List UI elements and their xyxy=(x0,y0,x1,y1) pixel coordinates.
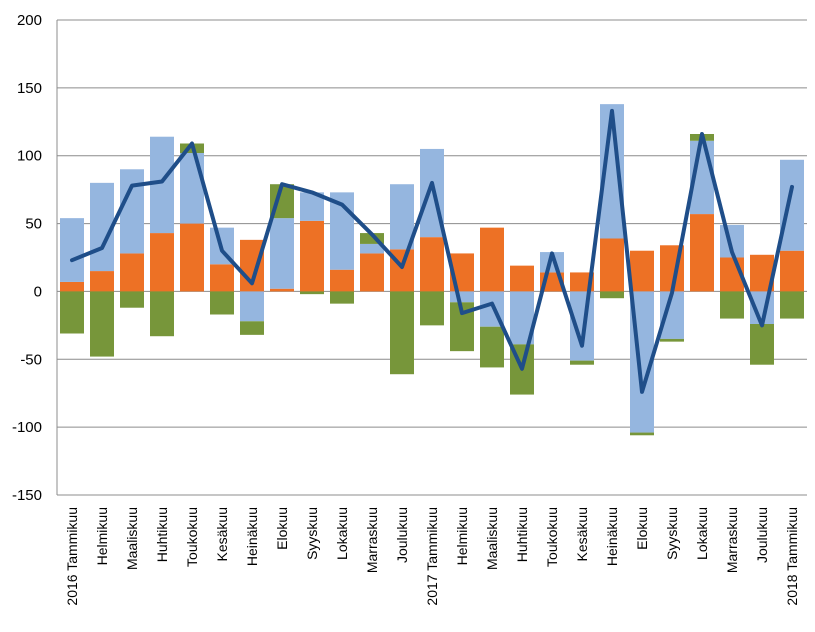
x-tick-label: Lokakuu xyxy=(694,507,710,560)
bar-series1-24 xyxy=(780,250,804,292)
y-tick-label: -50 xyxy=(20,351,42,368)
bar-series1-19 xyxy=(630,250,654,292)
x-tick-label: Marraskuu xyxy=(364,507,380,573)
y-tick-label: 150 xyxy=(17,80,42,97)
bar-series2-24 xyxy=(780,159,804,251)
bar-series3-14 xyxy=(480,326,504,368)
x-tick-label: Helmikuu xyxy=(94,507,110,565)
x-tick-label: Kesäkuu xyxy=(574,507,590,561)
bar-series2-0 xyxy=(60,218,84,282)
bar-series3-9 xyxy=(330,291,354,304)
bar-series2-10 xyxy=(360,243,384,254)
bar-series3-19 xyxy=(630,432,654,436)
bar-series3-22 xyxy=(720,291,744,319)
bar-series1-14 xyxy=(480,227,504,292)
bar-series1-21 xyxy=(690,214,714,292)
x-tick-label: Toukokuu xyxy=(184,507,200,567)
y-tick-label: 0 xyxy=(34,283,42,300)
bar-series1-15 xyxy=(510,265,534,292)
x-tick-label: Kesäkuu xyxy=(214,507,230,561)
bar-series3-18 xyxy=(600,291,624,299)
bar-series3-2 xyxy=(120,291,144,308)
x-tick-label: Syyskuu xyxy=(304,507,320,560)
bar-series3-1 xyxy=(90,291,114,357)
x-tick-label: Huhtikuu xyxy=(154,507,170,562)
bar-series3-8 xyxy=(300,291,324,295)
bar-series2-6 xyxy=(240,291,264,322)
bar-series2-11 xyxy=(390,184,414,250)
x-tick-label: Heinäkuu xyxy=(244,507,260,566)
x-tick-label: Syyskuu xyxy=(664,507,680,560)
bar-series3-11 xyxy=(390,291,414,375)
bar-series3-6 xyxy=(240,321,264,335)
bar-series3-5 xyxy=(210,291,234,315)
bar-series1-2 xyxy=(120,253,144,292)
bar-series1-7 xyxy=(270,288,294,292)
bar-series2-3 xyxy=(150,136,174,234)
bar-series3-20 xyxy=(660,338,684,342)
x-tick-label: Lokakuu xyxy=(334,507,350,560)
bar-series3-3 xyxy=(150,291,174,337)
y-tick-label: -100 xyxy=(12,419,42,436)
y-tick-label: 100 xyxy=(17,148,42,165)
bar-series2-4 xyxy=(180,153,204,224)
bar-series1-3 xyxy=(150,233,174,292)
x-tick-label: Elokuu xyxy=(274,507,290,550)
bar-series3-24 xyxy=(780,291,804,319)
bar-series3-23 xyxy=(750,324,774,365)
bar-series1-10 xyxy=(360,253,384,292)
bar-series3-0 xyxy=(60,291,84,334)
bar-series3-17 xyxy=(570,360,594,365)
x-tick-label: 2016 Tammikuu xyxy=(64,507,80,606)
bar-series1-0 xyxy=(60,281,84,292)
x-tick-label: Joulukuu xyxy=(754,507,770,563)
bar-series2-2 xyxy=(120,169,144,254)
bar-series1-5 xyxy=(210,264,234,292)
y-tick-label: -150 xyxy=(12,487,42,504)
line-series4 xyxy=(70,108,794,394)
x-tick-label: Helmikuu xyxy=(454,507,470,565)
x-tick-label: 2017 Tammikuu xyxy=(424,507,440,606)
bar-series2-13 xyxy=(450,291,474,303)
x-tick-label: Huhtikuu xyxy=(514,507,530,562)
bar-series1-9 xyxy=(330,269,354,292)
y-tick-label: 50 xyxy=(25,216,42,233)
x-tick-label: Marraskuu xyxy=(724,507,740,573)
bar-series3-10 xyxy=(360,233,384,244)
bar-series2-7 xyxy=(270,218,294,289)
x-tick-label: Joulukuu xyxy=(394,507,410,563)
bar-series1-1 xyxy=(90,271,114,292)
x-tick-label: Elokuu xyxy=(634,507,650,550)
y-tick-label: 200 xyxy=(17,12,42,29)
bar-series1-4 xyxy=(180,223,204,292)
bar-series1-12 xyxy=(420,237,444,292)
bar-series3-12 xyxy=(420,291,444,326)
x-tick-label: Heinäkuu xyxy=(604,507,620,566)
x-tick-label: Toukokuu xyxy=(544,507,560,567)
x-tick-label: Maaliskuu xyxy=(484,507,500,570)
bar-series1-18 xyxy=(600,238,624,292)
x-tick-label: Maaliskuu xyxy=(124,507,140,570)
bar-series1-8 xyxy=(300,220,324,292)
x-tick-label: 2018 Tammikuu xyxy=(784,507,800,606)
